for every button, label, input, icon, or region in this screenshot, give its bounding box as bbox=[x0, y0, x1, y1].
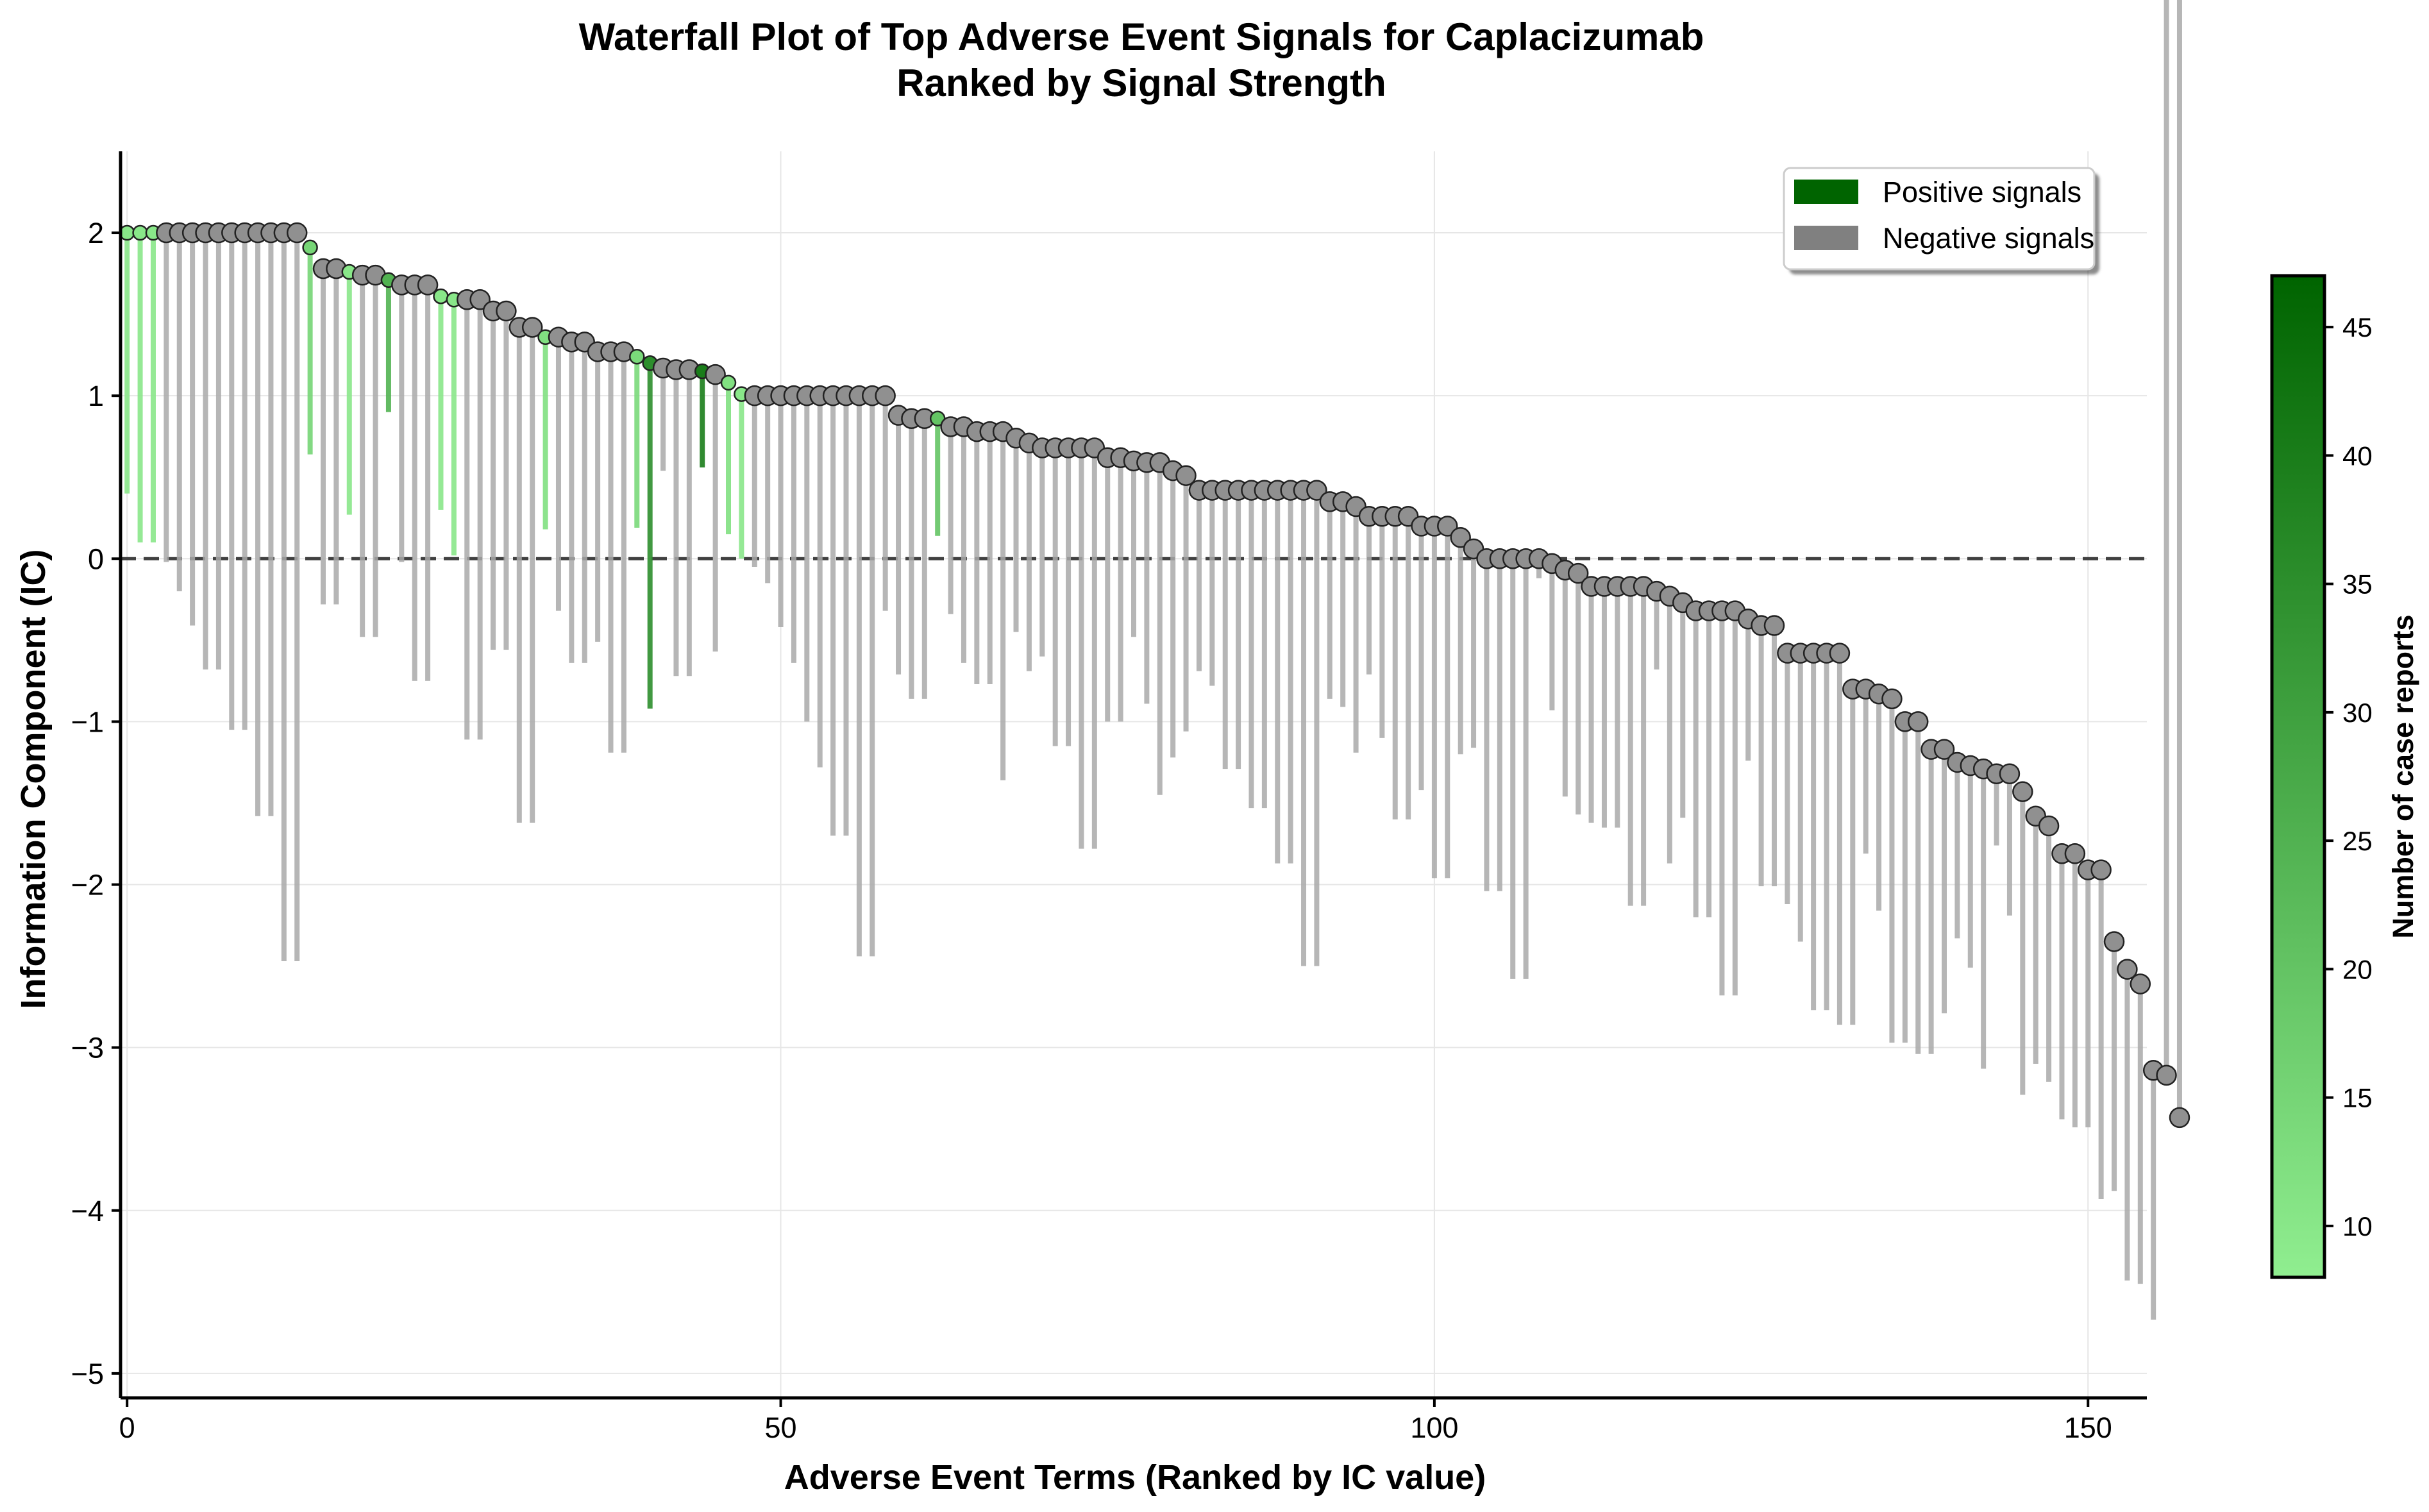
positive-signal-point bbox=[132, 224, 148, 241]
legend-swatch-positive bbox=[1794, 180, 1858, 204]
chart-subtitle: Ranked by Signal Strength bbox=[896, 62, 1386, 105]
x-tick-label: 150 bbox=[2064, 1411, 2112, 1444]
colorbar-tick-label: 20 bbox=[2342, 954, 2373, 984]
y-tick-label: −5 bbox=[71, 1357, 104, 1390]
negative-signal-point bbox=[1306, 480, 1327, 501]
negative-signal-point bbox=[1567, 562, 1589, 584]
x-tick-label: 50 bbox=[765, 1411, 797, 1444]
legend-label-positive: Positive signals bbox=[1883, 176, 2081, 208]
colorbar: 10 15 20 25 30 35 40 45 Number of case reports bbox=[2270, 274, 2419, 1279]
legend: Positive signals Negative signals bbox=[1783, 167, 2096, 271]
colorbar-ticks: 10 15 20 25 30 35 40 45 bbox=[2324, 312, 2373, 1241]
negative-signal-point bbox=[875, 385, 896, 407]
colorbar-tick-label: 25 bbox=[2342, 826, 2373, 856]
y-tick-label: 1 bbox=[88, 380, 104, 412]
colorbar-tick-label: 35 bbox=[2342, 569, 2373, 600]
x-tick-label: 0 bbox=[119, 1411, 135, 1444]
negative-signal-point bbox=[2169, 1107, 2190, 1129]
legend-label-negative: Negative signals bbox=[1883, 222, 2094, 255]
y-tick-label: −2 bbox=[71, 869, 104, 902]
y-tick-label: −4 bbox=[71, 1195, 104, 1227]
y-tick-label: −3 bbox=[71, 1032, 104, 1064]
points bbox=[119, 222, 2190, 1129]
positive-signal-point bbox=[720, 374, 737, 391]
negative-signal-point bbox=[2156, 1064, 2177, 1086]
positive-signal-point bbox=[433, 288, 449, 305]
colorbar-tick-label: 15 bbox=[2342, 1083, 2373, 1113]
negative-signal-point bbox=[1763, 615, 1785, 636]
legend-swatch-negative bbox=[1794, 226, 1858, 250]
colorbar-tick-label: 40 bbox=[2342, 441, 2373, 471]
negative-signal-point bbox=[2038, 815, 2060, 837]
negative-signal-point bbox=[286, 222, 308, 244]
negative-signal-point bbox=[2117, 959, 2138, 980]
y-tick-label: 0 bbox=[88, 542, 104, 575]
negative-signal-point bbox=[469, 289, 491, 310]
negative-signal-point bbox=[417, 274, 439, 296]
chart-title: Waterfall Plot of Top Adverse Event Sign… bbox=[579, 15, 1704, 58]
negative-signal-point bbox=[521, 317, 543, 338]
y-tick-label: 2 bbox=[88, 217, 104, 249]
x-tick-label: 100 bbox=[1410, 1411, 1458, 1444]
y-tick-label: −1 bbox=[71, 705, 104, 738]
negative-signal-point bbox=[2103, 931, 2125, 952]
negative-signal-point bbox=[2130, 973, 2151, 995]
positive-signal-point bbox=[302, 239, 318, 256]
negative-signal-point bbox=[705, 364, 726, 385]
negative-signal-point bbox=[1881, 688, 1903, 710]
negative-signal-point bbox=[1933, 739, 1955, 760]
colorbar-gradient bbox=[2270, 274, 2326, 1279]
negative-signal-point bbox=[1450, 527, 1471, 548]
colorbar-label: Number of case reports bbox=[2387, 614, 2419, 938]
positive-signal-point bbox=[629, 348, 645, 365]
x-axis-label: Adverse Event Terms (Ranked by IC value) bbox=[784, 1458, 1486, 1497]
negative-signal-point bbox=[1175, 465, 1197, 486]
legend-box bbox=[1783, 167, 2096, 271]
negative-signal-point bbox=[1999, 763, 2021, 784]
negative-signal-point bbox=[1907, 711, 1929, 732]
negative-signal-point bbox=[2012, 781, 2033, 802]
negative-signal-point bbox=[1437, 516, 1458, 537]
negative-signal-point bbox=[496, 300, 517, 322]
x-ticks: 0 50 100 150 bbox=[119, 1398, 2112, 1444]
colorbar-tick-label: 45 bbox=[2342, 312, 2373, 342]
negative-signal-point bbox=[2090, 859, 2112, 880]
negative-signal-point bbox=[2064, 843, 2086, 864]
y-ticks: 2 1 0 −1 −2 −3 −4 −5 bbox=[71, 217, 121, 1390]
grid bbox=[121, 151, 2147, 1398]
stems bbox=[124, 0, 2182, 1320]
colorbar-tick-label: 30 bbox=[2342, 698, 2373, 728]
colorbar-tick-label: 10 bbox=[2342, 1211, 2373, 1241]
y-axis-label: Information Component (IC) bbox=[14, 550, 53, 1009]
negative-signal-point bbox=[1829, 643, 1851, 664]
